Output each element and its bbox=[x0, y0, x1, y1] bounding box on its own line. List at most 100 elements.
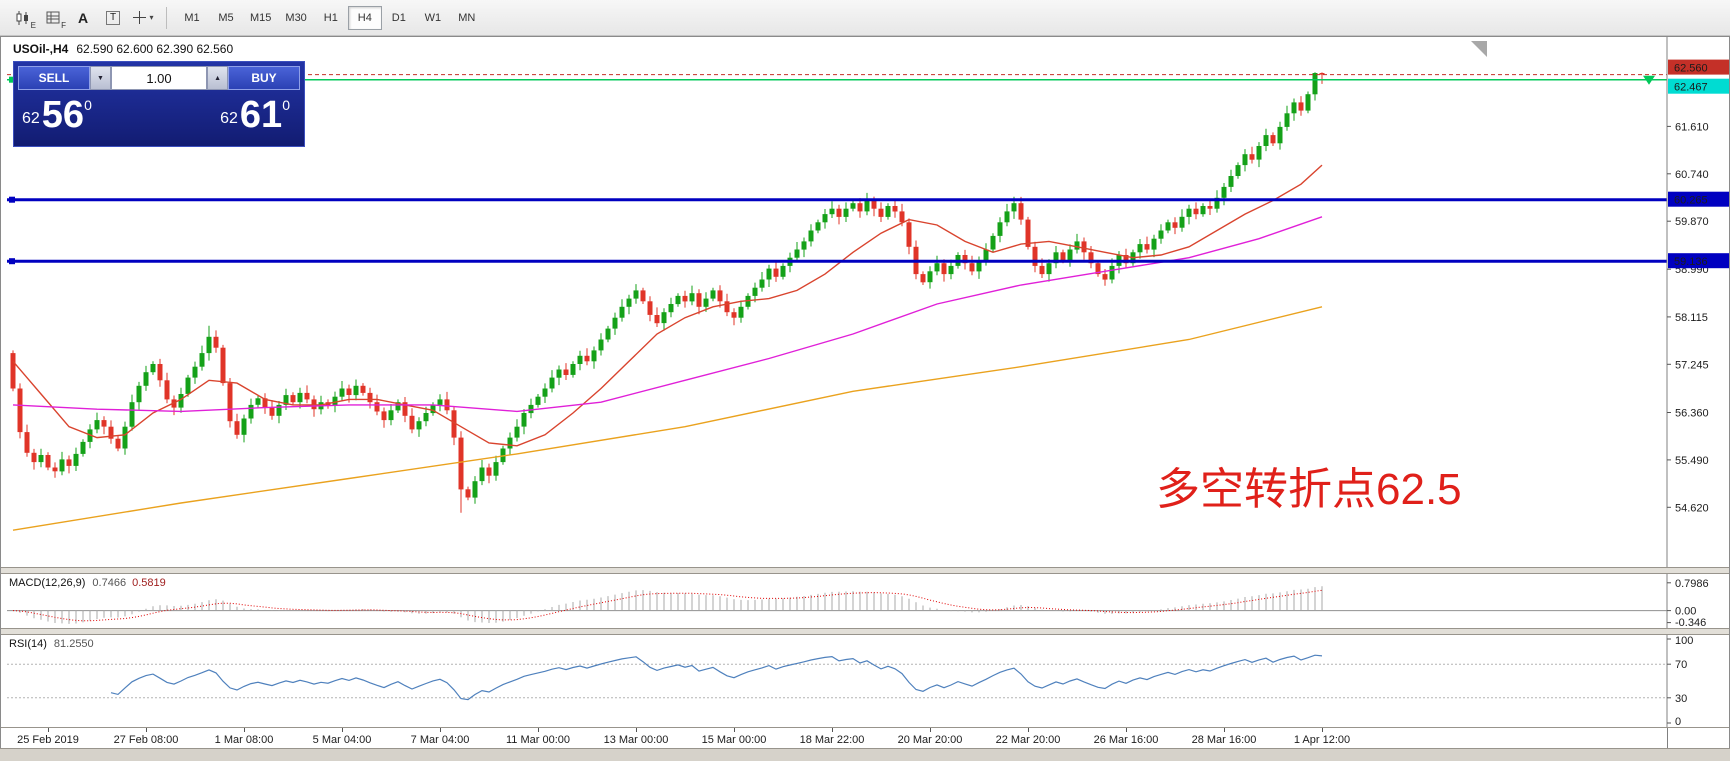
time-axis-tick bbox=[440, 728, 441, 732]
ma-slow-line bbox=[12, 306, 1323, 531]
rsi-label: RSI(14) 81.2550 bbox=[9, 638, 94, 650]
time-axis-tick bbox=[636, 728, 637, 732]
timeframe-m30-button[interactable]: M30 bbox=[278, 6, 313, 30]
time-axis-label: 1 Apr 12:00 bbox=[1293, 734, 1351, 746]
time-axis-tick bbox=[734, 728, 735, 732]
time-axis-tick bbox=[48, 728, 49, 732]
time-axis-label: 26 Mar 16:00 bbox=[1093, 734, 1159, 746]
buy-price-big: 61 bbox=[239, 94, 283, 136]
price-axis[interactable]: 61.61060.74059.87058.99058.11557.24556.3… bbox=[1667, 59, 1729, 515]
toolbar: E F A T ▾ M1 M5 M15 M30 H1 H4 D1 W1 MN bbox=[0, 0, 1730, 36]
svg-text:59.870: 59.870 bbox=[1675, 216, 1709, 228]
time-axis-label: 27 Feb 08:00 bbox=[113, 734, 179, 746]
svg-text:70: 70 bbox=[1675, 659, 1687, 671]
chart-title: USOil-,H4 62.590 62.600 62.390 62.560 bbox=[13, 42, 233, 56]
indicator-grid-icon[interactable]: F bbox=[38, 5, 68, 31]
time-axis-label: 1 Mar 08:00 bbox=[214, 734, 274, 746]
rsi-axis[interactable]: 100 70 30 0 bbox=[1667, 635, 1693, 727]
timeframe-w1-button[interactable]: W1 bbox=[416, 6, 450, 30]
time-axis-label: 22 Mar 20:00 bbox=[995, 734, 1061, 746]
svg-text:62.467: 62.467 bbox=[1674, 82, 1708, 94]
svg-text:54.620: 54.620 bbox=[1675, 502, 1709, 514]
svg-text:56.360: 56.360 bbox=[1675, 408, 1709, 420]
price-badge: 62.560 bbox=[1668, 59, 1729, 75]
timeframe-m5-button[interactable]: M5 bbox=[209, 6, 243, 30]
scroll-to-end-marker[interactable] bbox=[1471, 41, 1487, 57]
icon-sub-label: E bbox=[30, 20, 36, 30]
svg-text:0: 0 bbox=[1675, 716, 1681, 727]
time-axis-tick bbox=[930, 728, 931, 732]
timeframe-h4-button[interactable]: H4 bbox=[347, 5, 382, 30]
macd-chart[interactable]: 0.7986 0.00-0.346 bbox=[1, 574, 1729, 628]
svg-text:62.560: 62.560 bbox=[1674, 63, 1708, 75]
time-axis-label: 13 Mar 00:00 bbox=[603, 734, 669, 746]
time-axis-tick bbox=[342, 728, 343, 732]
axis-separator bbox=[1667, 728, 1668, 750]
time-axis-tick bbox=[1028, 728, 1029, 732]
dropdown-caret-icon: ▾ bbox=[149, 13, 154, 22]
ma-fast-line bbox=[12, 164, 1323, 447]
sell-price-sup: 0 bbox=[84, 97, 92, 113]
svg-text:61.610: 61.610 bbox=[1675, 121, 1709, 133]
rsi-line bbox=[110, 654, 1323, 701]
time-axis-tick bbox=[1322, 728, 1323, 732]
time-axis-label: 5 Mar 04:00 bbox=[312, 734, 372, 746]
horizontal-line[interactable] bbox=[7, 196, 1667, 203]
buy-button[interactable]: BUY bbox=[228, 66, 300, 90]
price-badge: 62.467 bbox=[1668, 78, 1729, 94]
one-click-trading-panel: SELL ▼ ▲ BUY 62 56 0 62 61 0 bbox=[13, 61, 305, 147]
volume-increase-button[interactable]: ▲ bbox=[207, 66, 228, 90]
svg-text:0.7986: 0.7986 bbox=[1675, 578, 1709, 590]
volume-decrease-button[interactable]: ▼ bbox=[90, 66, 111, 90]
text-box-icon[interactable]: T bbox=[98, 5, 128, 31]
macd-histogram bbox=[19, 586, 1323, 624]
svg-text:0.00: 0.00 bbox=[1675, 606, 1696, 618]
time-axis-label: 18 Mar 22:00 bbox=[799, 734, 865, 746]
timeframe-mn-button[interactable]: MN bbox=[450, 6, 484, 30]
macd-signal-line bbox=[12, 589, 1323, 622]
time-axis-tick bbox=[832, 728, 833, 732]
text-label-icon[interactable]: A bbox=[68, 5, 98, 31]
time-axis-tick bbox=[1224, 728, 1225, 732]
sell-price-big: 56 bbox=[41, 94, 85, 136]
rsi-value: 81.2550 bbox=[53, 638, 94, 650]
timeframe-d1-button[interactable]: D1 bbox=[382, 6, 416, 30]
sell-button[interactable]: SELL bbox=[18, 66, 90, 90]
svg-text:60.740: 60.740 bbox=[1675, 169, 1709, 181]
timeframe-h1-button[interactable]: H1 bbox=[314, 6, 348, 30]
time-axis-tick bbox=[538, 728, 539, 732]
panel-splitter[interactable] bbox=[1, 567, 1729, 574]
svg-text:58.115: 58.115 bbox=[1675, 312, 1708, 324]
price-badge: 60.265 bbox=[1668, 191, 1729, 207]
time-axis-tick bbox=[1126, 728, 1127, 732]
sell-price-display[interactable]: 62 56 0 bbox=[22, 92, 92, 142]
status-strip bbox=[0, 748, 1730, 761]
rsi-chart[interactable]: 100 70 30 0 bbox=[1, 635, 1729, 727]
time-axis[interactable]: 25 Feb 2019 27 Feb 08:00 1 Mar 08:00 5 Mar … bbox=[1, 727, 1729, 750]
crosshair-icon[interactable]: ▾ bbox=[128, 5, 158, 31]
svg-text:57.245: 57.245 bbox=[1675, 359, 1709, 371]
icon-sub-label: F bbox=[61, 20, 66, 30]
time-axis-label: 28 Mar 16:00 bbox=[1191, 734, 1257, 746]
timeframe-m1-button[interactable]: M1 bbox=[175, 6, 209, 30]
svg-text:-0.346: -0.346 bbox=[1675, 617, 1706, 628]
volume-input[interactable] bbox=[110, 66, 208, 90]
svg-text:59.136: 59.136 bbox=[1674, 256, 1708, 268]
svg-text:60.265: 60.265 bbox=[1674, 195, 1708, 207]
sell-price-prefix: 62 bbox=[22, 110, 40, 127]
chart-annotation-text[interactable]: 多空转折点62.5 bbox=[1156, 465, 1462, 514]
horizontal-line[interactable] bbox=[7, 258, 1667, 265]
ohlc-values: 62.590 62.600 62.390 62.560 bbox=[76, 42, 234, 56]
timeframe-m15-button[interactable]: M15 bbox=[243, 6, 278, 30]
ma-mid-line bbox=[12, 216, 1323, 413]
panel-splitter[interactable] bbox=[1, 628, 1729, 635]
macd-axis[interactable]: 0.7986 0.00-0.346 bbox=[1667, 578, 1709, 628]
macd-panel: 0.7986 0.00 -0.346 MACD(12,26,9) 0.7466 0.58… bbox=[1, 574, 1729, 628]
time-axis-label: 15 Mar 00:00 bbox=[701, 734, 767, 746]
buy-price-display[interactable]: 62 61 0 bbox=[220, 92, 290, 142]
time-axis-label: 11 Mar 00:00 bbox=[505, 734, 571, 746]
candlestick-chart-icon[interactable]: E bbox=[8, 5, 38, 31]
chart-window: 61.610 60.740 59.870 58.990 58.115 57.245 56.3… bbox=[0, 36, 1730, 750]
main-chart[interactable]: 61.61060.74059.87058.99058.11557.24556.3… bbox=[1, 37, 1729, 567]
